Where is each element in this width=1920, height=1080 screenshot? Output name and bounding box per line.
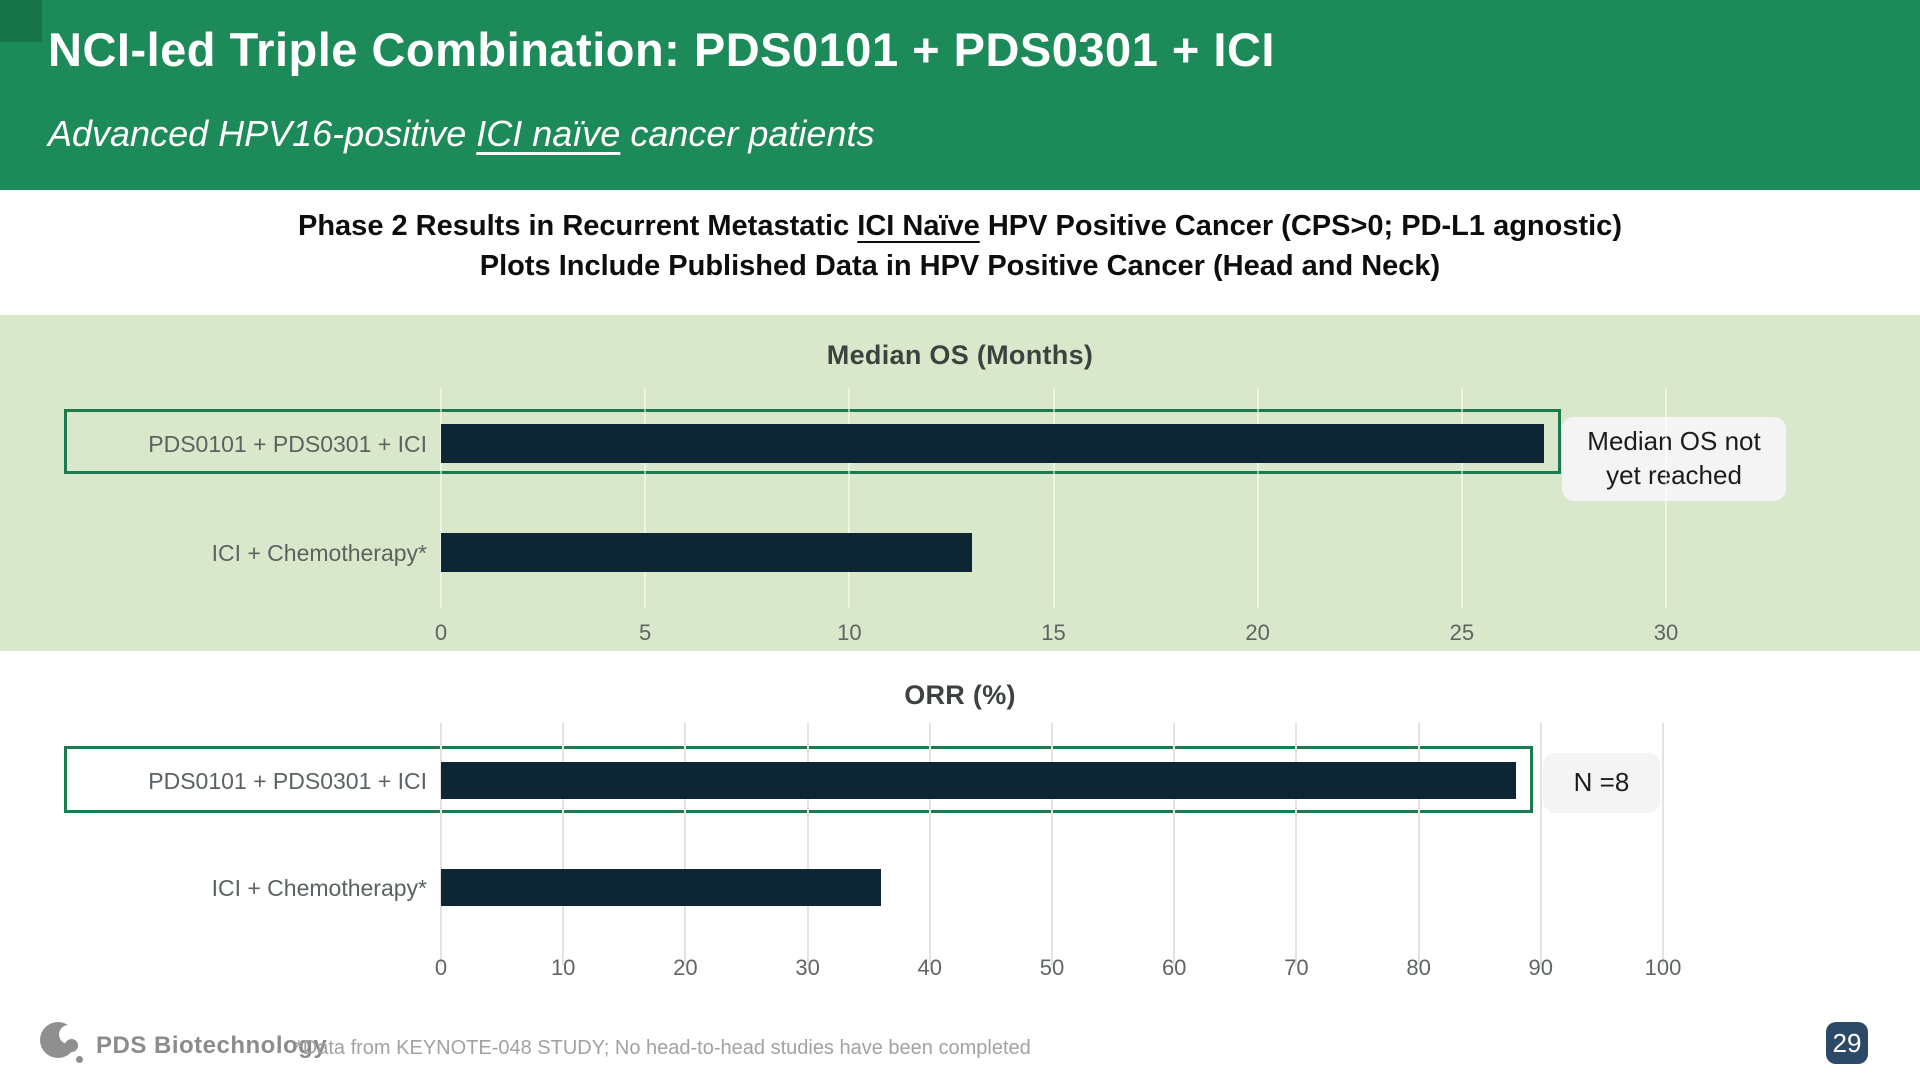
gridline xyxy=(928,723,931,965)
highlight-box-median-os xyxy=(64,409,1561,474)
gridline xyxy=(1665,388,1667,608)
axis-tick-label: 80 xyxy=(1406,955,1431,980)
axis-tick-label: 40 xyxy=(917,955,943,980)
section-heading-line2: Plots Include Published Data in HPV Posi… xyxy=(479,250,1441,282)
row-label: ICI + Chemotherapy* xyxy=(211,874,427,901)
data-source-footnote: *Data from KEYNOTE-048 STUDY; No head-to… xyxy=(295,1037,1031,1059)
gridline xyxy=(1662,723,1664,965)
gridline xyxy=(440,388,442,608)
axis-tick-label: 30 xyxy=(795,955,820,980)
header-banner: NCI-led Triple Combination: PDS0101 + PD… xyxy=(0,0,1920,190)
axis-tick-label: 100 xyxy=(1644,955,1682,980)
gridline xyxy=(562,723,565,965)
orr-chart-title: ORR (%) xyxy=(904,680,1016,710)
axis-tick-label: 50 xyxy=(1039,955,1065,980)
gridline xyxy=(1256,388,1259,608)
slide-subtitle: Advanced HPV16-positive ICI naïve cancer… xyxy=(48,113,874,155)
pds-biotechnology-logo-icon xyxy=(40,1022,88,1070)
brand-name: PDS Biotechnology xyxy=(96,1032,328,1059)
gridline xyxy=(806,723,809,965)
gridline xyxy=(1417,723,1420,965)
gridline xyxy=(1539,723,1542,965)
gridline xyxy=(644,388,647,608)
bar xyxy=(441,869,881,906)
axis-tick-label: 70 xyxy=(1284,955,1309,980)
axis-tick-label: 0 xyxy=(434,955,448,980)
slide-title: NCI-led Triple Combination: PDS0101 + PD… xyxy=(48,23,1275,76)
section-heading-line1: Phase 2 Results in Recurrent Metastatic … xyxy=(0,206,1920,246)
row-label: ICI + Chemotherapy* xyxy=(211,539,427,566)
header-corner-accent xyxy=(0,0,42,42)
median-os-chart-title: Median OS (Months) xyxy=(826,340,1094,370)
bar xyxy=(441,762,1517,799)
orr-chart: ORR (%) N =8 PDS0101 + PDS0301 + ICI ICI … xyxy=(0,651,1920,1000)
gridline xyxy=(1052,388,1055,608)
axis-tick-label: 10 xyxy=(550,955,576,980)
gridline xyxy=(1051,723,1053,965)
axis-tick-label: 60 xyxy=(1161,955,1187,980)
axis-tick-label: 20 xyxy=(673,955,698,980)
median-os-chart: Median OS (Months) Median OS not yet rea… xyxy=(0,315,1920,651)
row-label: PDS0101 + PDS0301 + ICI xyxy=(148,767,427,794)
axis-tick-label: 30 xyxy=(1653,620,1679,645)
heading-line1-prefix: Phase 2 Results in Recurrent Metastatic xyxy=(298,210,858,242)
gridline xyxy=(1460,388,1463,608)
bar xyxy=(441,533,972,572)
gridline xyxy=(848,388,851,608)
heading-line1-suffix: HPV Positive Cancer (CPS>0; PD-L1 agnost… xyxy=(979,210,1622,242)
logo-dot xyxy=(65,1039,78,1052)
subtitle-underlined: ICI naïve xyxy=(476,113,621,154)
axis-tick-label: 25 xyxy=(1449,620,1475,645)
gridline xyxy=(1295,723,1298,965)
axis-tick-label: 5 xyxy=(639,620,652,645)
section-heading: Phase 2 Results in Recurrent Metastatic … xyxy=(0,206,1920,286)
orr-annotation: N =8 xyxy=(1543,753,1660,813)
subtitle-suffix: cancer patients xyxy=(620,113,875,154)
row-label: PDS0101 + PDS0301 + ICI xyxy=(148,430,427,457)
axis-tick-label: 0 xyxy=(434,620,448,645)
footer: PDS Biotechnology *Data from KEYNOTE-048… xyxy=(0,1000,1920,1080)
gridline xyxy=(440,723,442,965)
page-number-badge: 29 xyxy=(1826,1022,1868,1064)
highlight-box-orr xyxy=(64,746,1533,813)
bar xyxy=(441,424,1544,463)
median-os-annotation: Median OS not yet reached xyxy=(1562,417,1786,501)
axis-tick-label: 15 xyxy=(1041,620,1066,645)
gridline xyxy=(684,723,687,965)
logo-tiny-dot xyxy=(76,1056,83,1063)
axis-tick-label: 90 xyxy=(1528,955,1554,980)
gridline xyxy=(1173,723,1176,965)
axis-tick-label: 20 xyxy=(1245,620,1270,645)
subtitle-prefix: Advanced HPV16-positive xyxy=(48,113,477,154)
axis-tick-label: 10 xyxy=(837,620,862,645)
heading-line1-underlined: ICI Naïve xyxy=(857,210,980,242)
